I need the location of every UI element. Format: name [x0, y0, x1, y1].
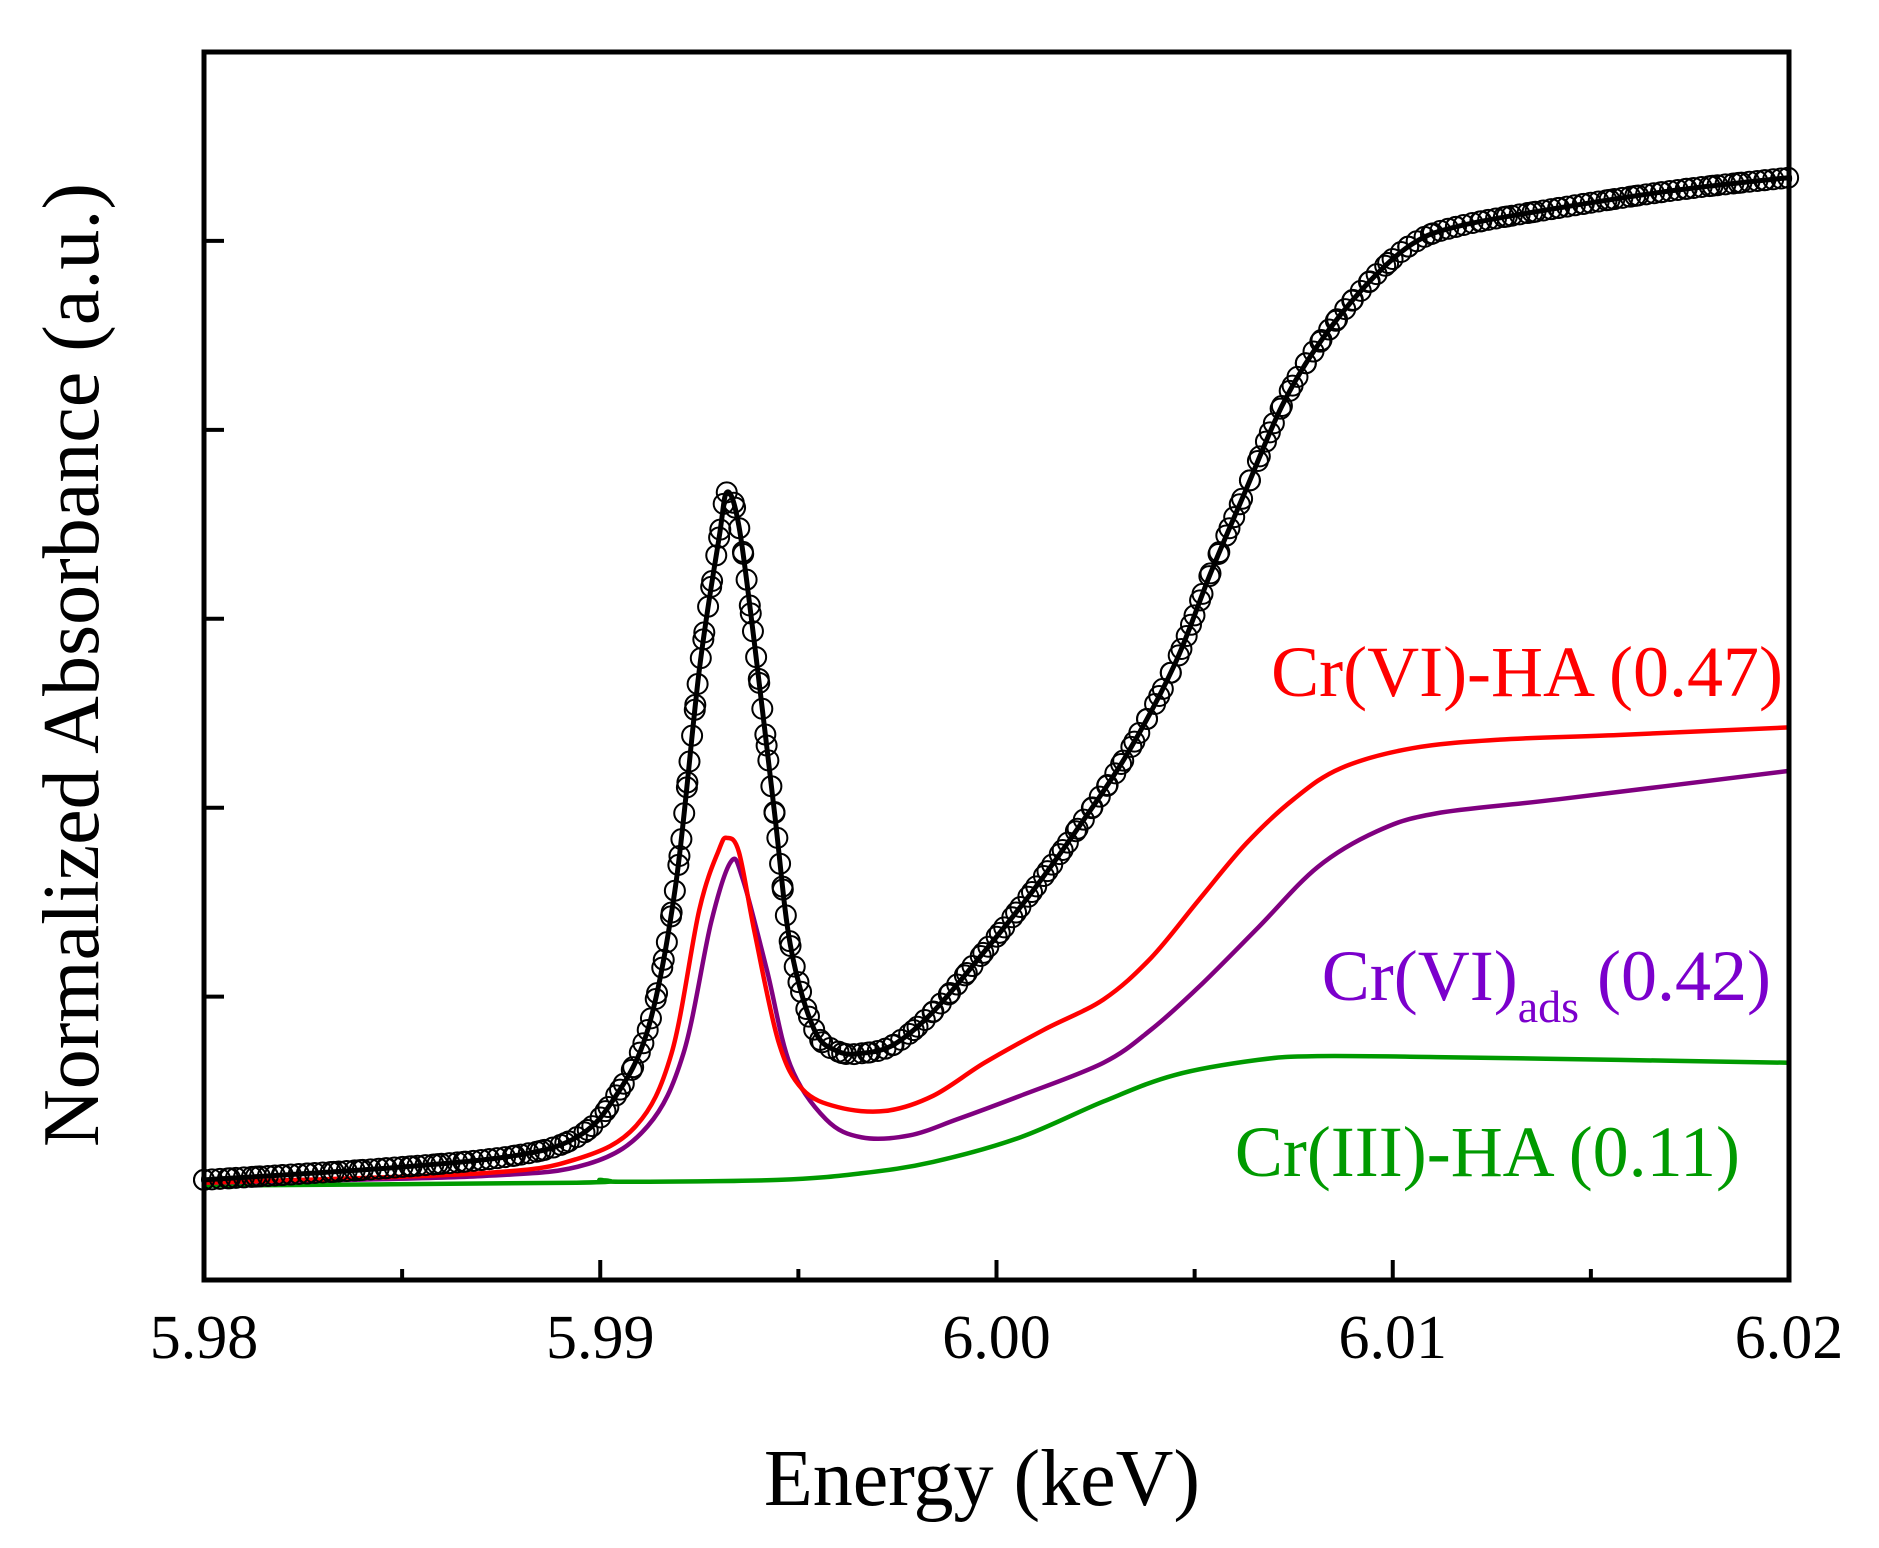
data-point [1081, 796, 1104, 819]
data-point [797, 1005, 820, 1028]
data-point [1419, 223, 1442, 246]
data-point [1429, 219, 1452, 242]
data-point [898, 1022, 921, 1045]
data-point [1183, 604, 1206, 627]
data-point [1228, 493, 1251, 516]
data-point [1223, 506, 1246, 529]
data-point [576, 1118, 599, 1141]
data-point [1397, 235, 1420, 258]
data-point [628, 1041, 651, 1064]
annotation-cr6-ha: Cr(VI)-HA (0.47) [1271, 632, 1783, 712]
data-point [632, 1032, 655, 1055]
data-point [809, 1028, 832, 1051]
annotation-cr6-ads: Cr(VI)ads (0.42) [1322, 936, 1771, 1032]
data-point [1281, 374, 1304, 397]
data-point [1324, 309, 1347, 332]
data-point [636, 1018, 659, 1041]
data-point [939, 981, 962, 1004]
data-point [1365, 263, 1388, 286]
data-point [1269, 397, 1292, 420]
data-point [1238, 469, 1261, 492]
data-point [1066, 817, 1089, 840]
data-point [803, 1018, 826, 1041]
axis-ticks: 5.98 5.99 6.00 6.01 6.02 [150, 238, 1844, 1372]
data-point [1096, 774, 1119, 797]
series-line-cr-iii-ha [203, 1053, 1790, 1188]
data-point [1170, 637, 1193, 660]
data-point [573, 1121, 596, 1144]
data-point [1120, 735, 1143, 758]
x-axis-title: Energy (keV) [764, 1435, 1200, 1523]
data-point [1136, 707, 1159, 730]
data-point [1159, 661, 1182, 684]
data-point [1358, 270, 1381, 293]
series-line-fit [203, 175, 1790, 1183]
data-point [1036, 860, 1059, 883]
data-point [1088, 785, 1111, 808]
data-point [1294, 352, 1317, 375]
data-point [1064, 820, 1087, 843]
data-point [972, 941, 995, 964]
series-line-cr-vi-ads [203, 768, 1790, 1185]
data-point [1179, 613, 1202, 636]
data-point [622, 1056, 645, 1079]
data-point [1278, 379, 1301, 402]
data-point [594, 1100, 617, 1123]
data-point [1258, 421, 1281, 444]
data-point [1208, 541, 1231, 564]
x-tick-label: 6.02 [1735, 1304, 1844, 1372]
x-tick-label: 5.98 [150, 1304, 259, 1372]
data-point [906, 1015, 929, 1038]
data-point [1123, 730, 1146, 753]
y-axis-title: Normalized Absorbance (a.u.) [28, 183, 116, 1147]
data-point [1110, 753, 1133, 776]
data-point [1005, 901, 1028, 924]
data-point [1248, 445, 1271, 468]
series-line-cr-vi-ha [203, 725, 1790, 1185]
plot-marks [193, 166, 1800, 1191]
data-point [1112, 749, 1135, 772]
data-point [1381, 248, 1404, 271]
data-point [1198, 565, 1221, 588]
data-point [1051, 839, 1074, 862]
data-point [1374, 254, 1397, 277]
x-tick-label: 5.99 [546, 1304, 655, 1372]
data-point [1020, 881, 1043, 904]
data-point [597, 1096, 620, 1119]
data-point [1032, 864, 1055, 887]
data-point [1189, 589, 1212, 612]
data-point [1309, 330, 1332, 353]
data-point [988, 921, 1011, 944]
data-point [1341, 289, 1364, 312]
x-tick-label: 6.00 [942, 1304, 1051, 1372]
data-point [1377, 252, 1400, 275]
annotation-subscript: ads [1518, 981, 1579, 1032]
x-tick-label: 6.01 [1339, 1304, 1448, 1372]
data-point [1390, 240, 1413, 263]
annotation-cr3-ha: Cr(III)-HA (0.11) [1235, 1112, 1740, 1192]
data-point [581, 1115, 604, 1138]
data-point [881, 1034, 904, 1057]
data-point [955, 962, 978, 985]
data-point [902, 1019, 925, 1042]
data-point [1218, 517, 1241, 540]
data-point [921, 1001, 944, 1024]
data-point [609, 1078, 632, 1101]
data-point [1148, 684, 1171, 707]
data-point [1048, 843, 1071, 866]
data-point [790, 980, 813, 1003]
data-point [1254, 430, 1277, 453]
data-point [554, 1132, 577, 1155]
data-point [605, 1084, 628, 1107]
data-point [1175, 624, 1198, 647]
data-point [612, 1072, 635, 1095]
